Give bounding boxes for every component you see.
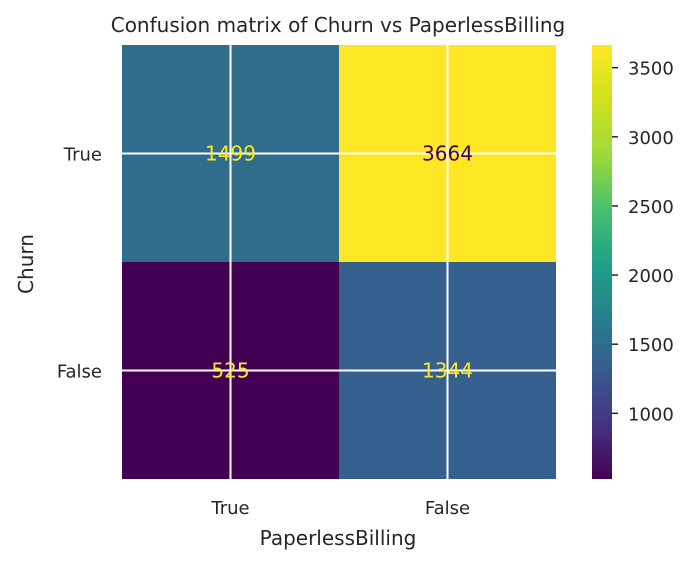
cell-value-label: 1344 [422, 359, 473, 383]
cell-value-label: 3664 [422, 142, 473, 166]
y-axis-label: Churn [14, 234, 38, 294]
colorbar-tick-label: 2000 [628, 266, 674, 287]
y-tick-labels: True False [57, 145, 102, 383]
colorbar-tick-label: 1500 [628, 335, 674, 356]
colorbar-tick-label: 1000 [628, 404, 674, 425]
x-axis-label: PaperlessBilling [260, 526, 417, 550]
chart-title: Confusion matrix of Churn vs PaperlessBi… [111, 13, 566, 37]
cell-value-label: 525 [211, 359, 249, 383]
cell-value-labels: 1499 3664 525 1344 [205, 142, 473, 383]
grid-lines [122, 45, 556, 479]
y-tick-label: True [63, 145, 102, 166]
x-tick-label: False [425, 498, 470, 519]
x-tick-labels: True False [210, 498, 470, 519]
colorbar [592, 45, 612, 479]
x-tick-label: True [210, 498, 249, 519]
colorbar-tick-label: 3500 [628, 59, 674, 80]
heatmap-cells [122, 45, 556, 479]
colorbar-tick-label: 2500 [628, 197, 674, 218]
colorbar-ticks: 1000 1500 2000 2500 3000 3500 [612, 59, 674, 425]
colorbar-tick-label: 3000 [628, 128, 674, 149]
cell-value-label: 1499 [205, 142, 256, 166]
y-tick-label: False [57, 362, 102, 383]
